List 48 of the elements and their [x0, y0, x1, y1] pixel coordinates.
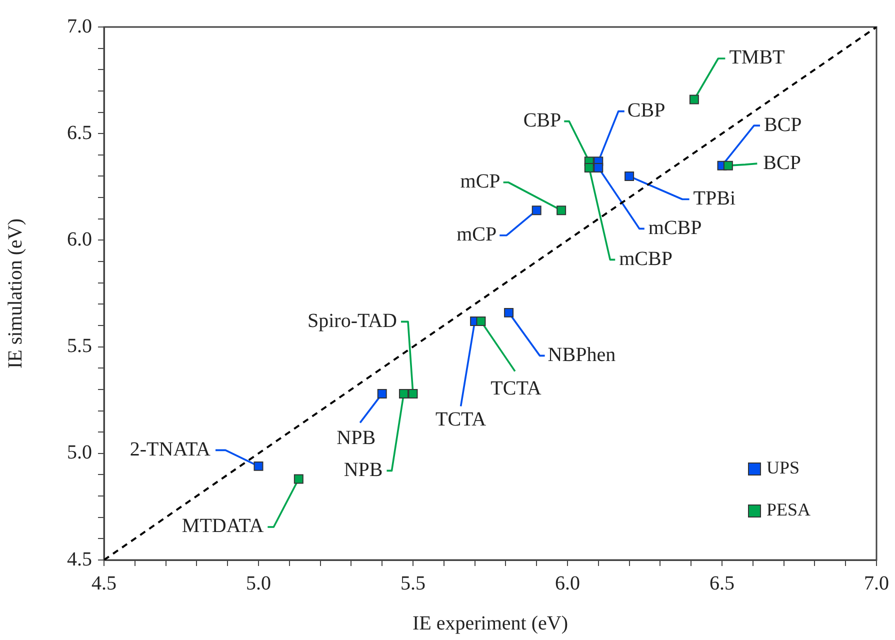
x-tick-label: 5.5 — [400, 572, 426, 594]
x-tick-label: 7.0 — [864, 572, 889, 594]
point — [624, 172, 634, 181]
annotation: mCP — [460, 170, 500, 193]
point — [476, 316, 486, 326]
legend-label: PESA — [766, 500, 811, 520]
point — [556, 206, 566, 216]
annotation: mCBP — [619, 248, 672, 270]
annotation: MTDATA — [182, 515, 264, 538]
annotation: TCTA — [490, 377, 542, 400]
annotation: BCP — [764, 114, 802, 136]
y-tick-label: 7.0 — [67, 15, 92, 38]
y-tick-label: 6.5 — [67, 122, 92, 144]
y-tick-label: 5.5 — [67, 335, 92, 358]
x-axis-title: IE experiment (eV) — [412, 612, 568, 634]
point — [408, 388, 418, 398]
point — [594, 162, 604, 172]
annotation: Spiro-TAD — [307, 310, 397, 332]
point — [532, 206, 542, 216]
annotation: CBP — [523, 110, 562, 132]
annotation: CBP — [627, 100, 666, 122]
x-tick-label: 5.0 — [246, 572, 271, 594]
annotation: mCP — [456, 224, 497, 246]
annotation: TMBT — [729, 46, 785, 69]
annotation: BCP — [763, 152, 801, 174]
annotation: TPBi — [693, 187, 736, 210]
point — [377, 388, 387, 398]
x-tick-label: 6.5 — [710, 572, 734, 594]
point — [504, 308, 514, 318]
point — [254, 461, 264, 471]
point — [584, 162, 594, 172]
point — [398, 388, 408, 398]
annotation: TCTA — [435, 408, 487, 430]
y-axis-title: IE simulation (eV) — [4, 218, 26, 368]
y-tick-label: 6.0 — [67, 228, 92, 250]
x-tick-label: 6.0 — [555, 572, 580, 594]
annotation: 2-TNATA — [130, 438, 212, 460]
point — [294, 474, 304, 484]
point — [689, 94, 699, 104]
y-tick-label: 5.0 — [67, 442, 92, 464]
x-tick-label: 4.5 — [92, 572, 116, 594]
annotation: mCBP — [648, 216, 702, 239]
annotation: NBPhen — [548, 344, 616, 366]
annotation: NPB — [336, 426, 376, 449]
point — [723, 160, 733, 170]
y-tick-label: 4.5 — [67, 548, 92, 570]
annotation: NPB — [344, 458, 383, 481]
legend-label: UPS — [766, 458, 800, 478]
